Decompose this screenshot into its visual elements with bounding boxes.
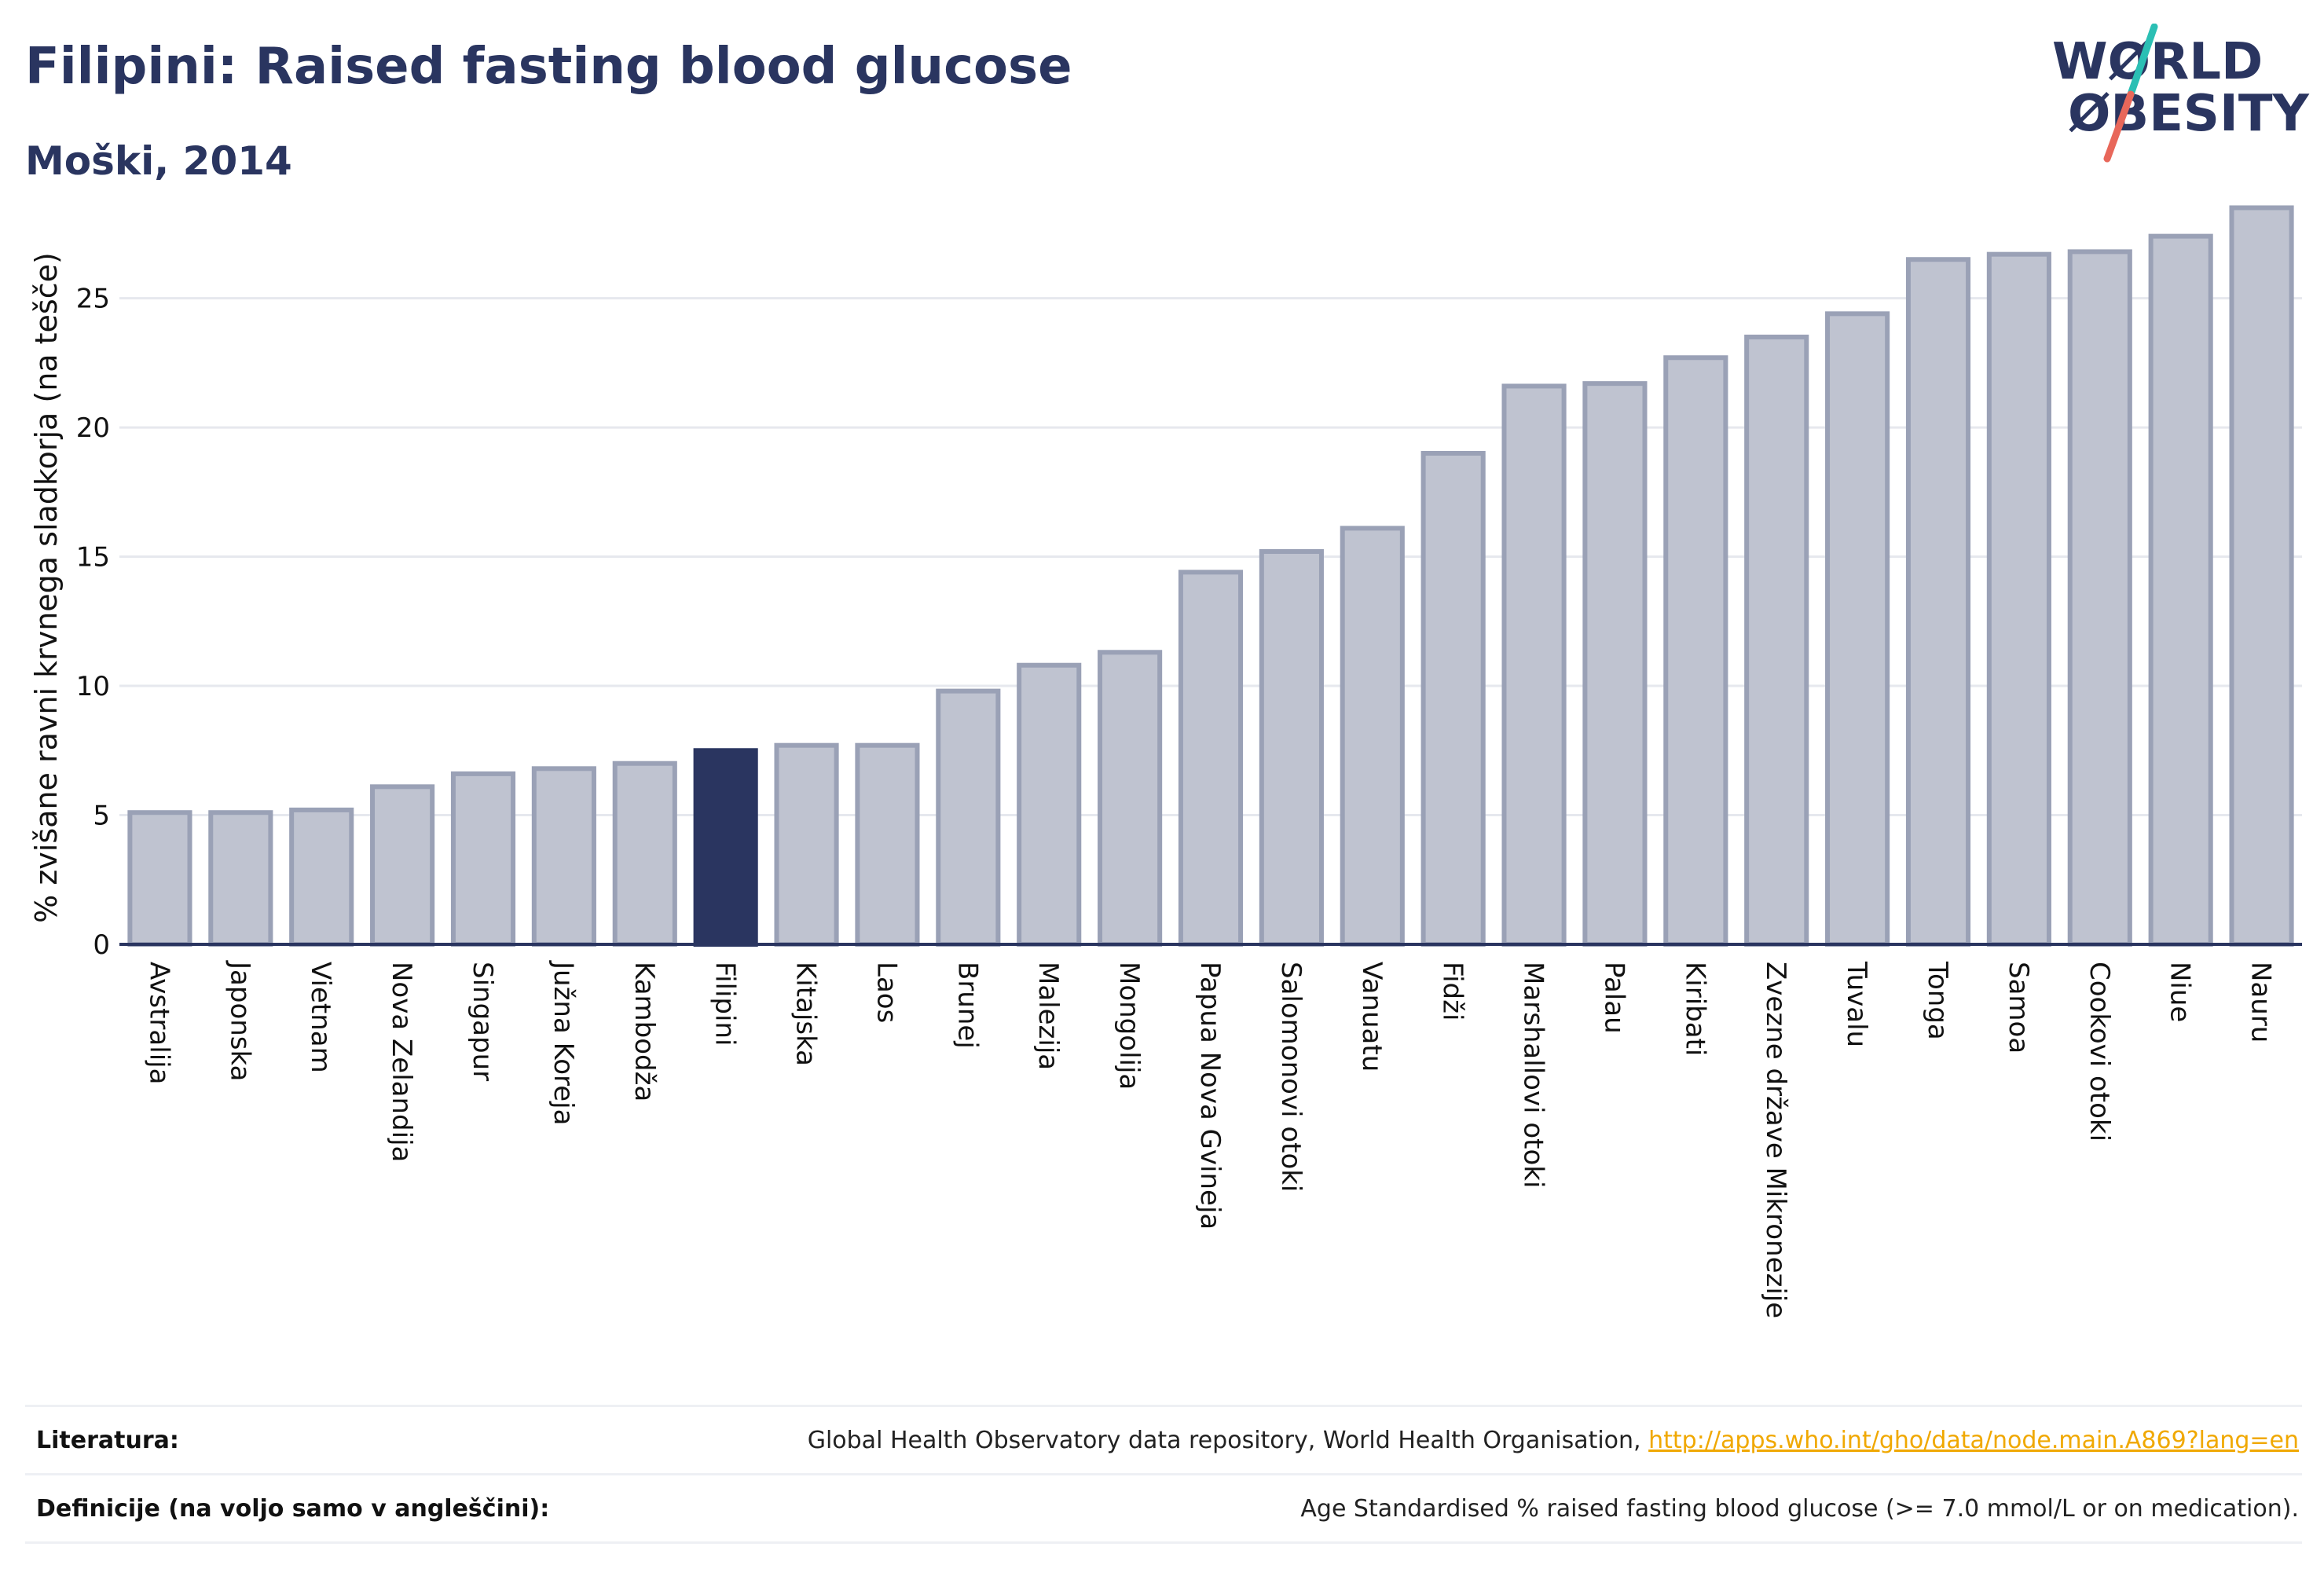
bar-tonga [1905, 257, 1971, 947]
logo-line2: ØBESITY [2068, 85, 2309, 143]
x-tick-label: Singapur [467, 962, 498, 1081]
x-tick-label: Marshallovi otoki [1518, 962, 1549, 1188]
literature-value: Global Health Observatory data repositor… [808, 1427, 2302, 1454]
x-tick-label: Niue [2165, 962, 2196, 1022]
x-tick-label: Nauru [2245, 962, 2277, 1043]
x-tick-label: Kitajska [790, 962, 822, 1066]
bar-vanuatu [1340, 526, 1405, 947]
axes: 0 5 10 15 20 25 [76, 284, 2302, 961]
bar-papua-nova-gvineja [1178, 570, 1244, 947]
bar-kiribati [1663, 355, 1728, 947]
x-tick-label: Samoa [2003, 962, 2034, 1054]
category-labels: Avstralija Japonska Vietnam Nova Zelandija S… [143, 960, 2276, 1318]
footer-row-definitions: Definicije (na voljo samo v angleščini):… [25, 1473, 2302, 1544]
x-tick-label: Malezija [1032, 962, 1064, 1070]
literature-text: Global Health Observatory data repositor… [807, 1426, 1641, 1454]
logo-line1: WØRLD [2052, 33, 2263, 91]
x-tick-label: Nova Zelandija [386, 962, 417, 1162]
bar-nova-zelandija [370, 784, 435, 947]
x-tick-label: Avstralija [143, 962, 174, 1084]
bar-tuvalu [1825, 311, 1890, 947]
x-tick-label: Salomonovi otoki [1275, 962, 1307, 1192]
bar-zvezne-države-mikronezije [1744, 334, 1809, 947]
x-tick-label: Kambodža [629, 962, 660, 1101]
x-tick-label: Cookovi otoki [2084, 962, 2115, 1142]
x-tick-label: Tuvalu [1841, 961, 1872, 1047]
literature-label: Literatura: [36, 1426, 179, 1454]
bar-južna-koreja [531, 766, 596, 947]
bar-marshallovi-otoki [1501, 383, 1567, 947]
logo-slash-top [2127, 24, 2158, 98]
chart-subtitle: Moški, 2014 [25, 138, 292, 184]
bar-mongolija [1098, 650, 1163, 947]
x-tick-label: Laos [871, 962, 902, 1023]
bars [127, 205, 2294, 947]
x-tick-label: Južna Koreja [548, 960, 579, 1125]
literature-link[interactable]: http://apps.who.int/gho/data/node.main.A… [1648, 1426, 2299, 1454]
world-obesity-logo: WØRLD ØBESITY [2052, 24, 2309, 163]
x-tick-label: Brunej [951, 962, 983, 1049]
bar-fidži [1420, 450, 1486, 947]
y-tick-label: 0 [93, 929, 110, 961]
bar-nauru [2229, 205, 2294, 947]
footer-row-literature: Literatura: Global Health Observatory da… [25, 1405, 2302, 1473]
y-tick-label: 25 [76, 284, 110, 315]
x-tick-label: Papua Nova Gvineja [1194, 962, 1226, 1230]
x-tick-label: Palau [1598, 962, 1629, 1034]
bar-kitajska [774, 742, 839, 947]
x-tick-label: Vietnam [305, 962, 336, 1073]
bar-palau [1582, 381, 1648, 947]
bar-filipini [693, 748, 758, 947]
x-tick-label: Fidži [1437, 962, 1468, 1021]
bar-niue [2148, 233, 2213, 947]
bar-brunej [936, 688, 1001, 947]
definitions-text: Age Standardised % raised fasting blood … [1300, 1494, 2299, 1523]
chart-title: Filipini: Raised fasting blood glucose [25, 38, 1072, 96]
x-tick-label: Vanuatu [1356, 962, 1387, 1072]
bar-malezija [1017, 662, 1082, 947]
y-tick-label: 15 [76, 542, 110, 574]
y-axis-label: % zvišane ravni krvnega sladkorja (na te… [29, 252, 64, 923]
x-tick-label: Japonska [224, 960, 255, 1081]
bar-chart: 0 5 10 15 20 25 Avstralija Japonska Vietnam Nova… [29, 205, 2302, 1318]
x-tick-label: Filipini [709, 962, 741, 1046]
x-tick-label: Mongolija [1113, 962, 1145, 1090]
bar-laos [855, 742, 920, 947]
bar-salomonovi-otoki [1259, 548, 1324, 947]
y-tick-label: 20 [76, 412, 110, 444]
bar-japonska [208, 810, 273, 947]
bar-vietnam [289, 807, 354, 947]
bar-singapur [450, 771, 516, 947]
definitions-label: Definicije (na voljo samo v angleščini): [36, 1494, 550, 1523]
bar-cookovi-otoki [2067, 249, 2132, 947]
x-tick-label: Tonga [1922, 961, 1953, 1040]
y-tick-label: 5 [93, 801, 110, 832]
bar-samoa [1986, 251, 2051, 947]
bar-kambodža [612, 761, 677, 947]
footer: Literatura: Global Health Observatory da… [25, 1405, 2302, 1544]
logo-slash-bottom [2103, 90, 2135, 163]
x-tick-label: Zvezne države Mikronezije [1760, 962, 1791, 1318]
bar-avstralija [127, 810, 192, 947]
y-tick-label: 10 [76, 671, 110, 702]
x-tick-label: Kiribati [1679, 962, 1710, 1056]
